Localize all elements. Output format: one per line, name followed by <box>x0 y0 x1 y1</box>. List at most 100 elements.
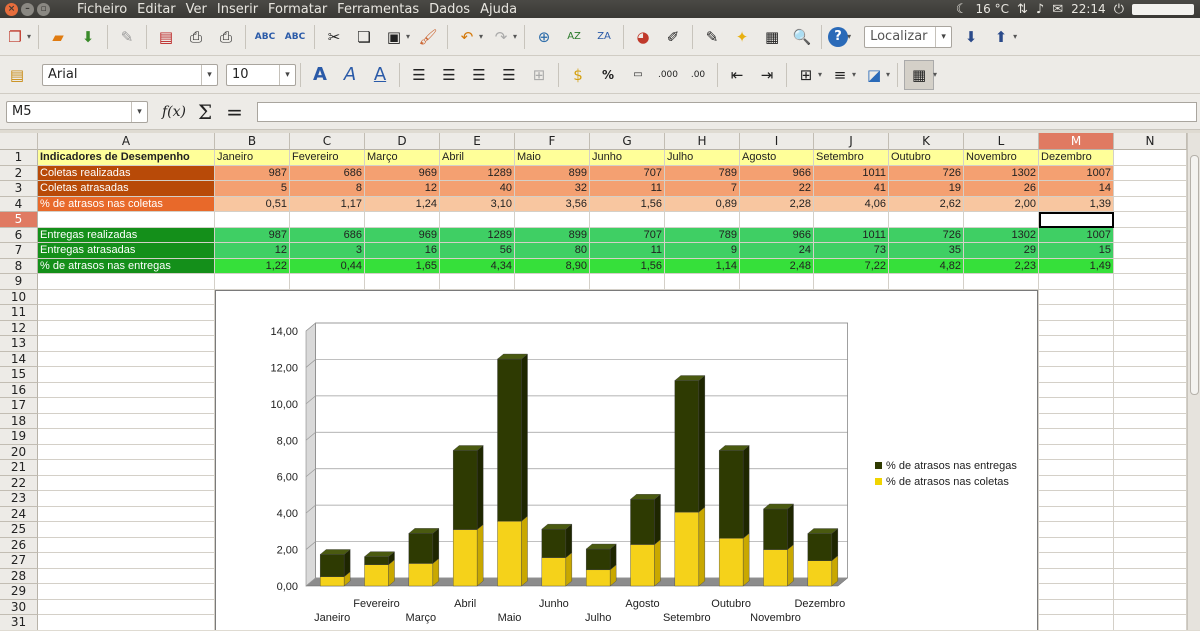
value-cell[interactable]: 969 <box>365 165 440 181</box>
month-header-cell[interactable]: Junho <box>590 150 665 166</box>
cell[interactable] <box>1114 351 1187 367</box>
cell[interactable] <box>38 615 215 630</box>
cell[interactable] <box>1039 537 1114 553</box>
cell[interactable] <box>1039 398 1114 414</box>
line-style-dropdown-icon[interactable]: ▾ <box>852 70 857 79</box>
row-header-8[interactable]: 8 <box>0 258 38 274</box>
row-header-1[interactable]: 1 <box>0 150 38 166</box>
row-header-23[interactable]: 23 <box>0 491 38 507</box>
copy-icon[interactable]: ❏ <box>357 27 371 46</box>
cell[interactable] <box>290 274 365 290</box>
value-cell[interactable]: 35 <box>889 243 964 259</box>
value-cell[interactable]: 12 <box>365 181 440 197</box>
decrease-indent-icon[interactable]: ⇤ <box>730 65 744 84</box>
month-header-cell[interactable]: Abril <box>440 150 515 166</box>
row-header-21[interactable]: 21 <box>0 460 38 476</box>
value-cell[interactable]: 1302 <box>964 227 1039 243</box>
column-header-b[interactable]: B <box>215 133 290 150</box>
background-color-dropdown-icon[interactable]: ▾ <box>886 70 891 79</box>
cell[interactable] <box>1039 413 1114 429</box>
sort-ascending-icon[interactable]: AZ <box>567 31 581 42</box>
value-cell[interactable]: 3 <box>290 243 365 259</box>
value-cell[interactable]: 707 <box>590 165 665 181</box>
column-header-a[interactable]: A <box>38 133 215 150</box>
cell[interactable] <box>440 274 515 290</box>
value-cell[interactable]: 987 <box>215 165 290 181</box>
zoom-icon[interactable]: 🔍 <box>792 27 812 46</box>
cell[interactable] <box>38 537 215 553</box>
font-size-combobox[interactable]: 10 ▾ <box>226 63 296 86</box>
cell[interactable] <box>1039 615 1114 630</box>
cell[interactable] <box>1039 568 1114 584</box>
name-box[interactable]: M5 ▾ <box>6 100 148 123</box>
cell[interactable] <box>964 212 1039 228</box>
paste-icon[interactable]: ▣ <box>386 27 402 46</box>
row-header-17[interactable]: 17 <box>0 398 38 414</box>
cell[interactable] <box>1039 475 1114 491</box>
cell[interactable] <box>889 212 964 228</box>
currency-format-icon[interactable]: $ <box>573 65 583 84</box>
column-header-l[interactable]: L <box>964 133 1039 150</box>
font-name-combobox[interactable]: Arial ▾ <box>42 63 218 86</box>
value-cell[interactable]: 1011 <box>814 165 889 181</box>
cell[interactable] <box>740 212 814 228</box>
value-cell[interactable]: 8 <box>290 181 365 197</box>
month-header-cell[interactable]: Dezembro <box>1039 150 1114 166</box>
print-icon[interactable]: ⎙ <box>190 27 203 46</box>
row-header-19[interactable]: 19 <box>0 429 38 445</box>
cell[interactable] <box>1114 429 1187 445</box>
add-decimal-icon[interactable]: .000 <box>657 69 679 80</box>
row-header-24[interactable]: 24 <box>0 506 38 522</box>
chart[interactable]: 0,00 2,00 4,00 6,00 8,00 10,00 12,00 14,00 Janei… <box>215 290 1038 630</box>
font-size-dropdown-icon[interactable]: ▾ <box>279 64 295 85</box>
value-cell[interactable]: 22 <box>740 181 814 197</box>
row-header-27[interactable]: 27 <box>0 553 38 569</box>
save-icon[interactable]: ⬇ <box>81 27 95 46</box>
cell[interactable] <box>1114 289 1187 305</box>
cell[interactable] <box>38 584 215 600</box>
paste-dropdown-icon[interactable]: ▾ <box>406 32 411 41</box>
value-cell[interactable]: 40 <box>440 181 515 197</box>
mail-icon[interactable]: ✉ <box>1052 1 1064 17</box>
delete-decimal-icon[interactable]: .00 <box>690 69 706 80</box>
align-center-icon[interactable]: ☰ <box>442 65 456 84</box>
cell[interactable] <box>1114 522 1187 538</box>
value-cell[interactable]: 3,56 <box>515 196 590 212</box>
cell[interactable] <box>365 212 440 228</box>
cell[interactable] <box>1039 522 1114 538</box>
select-all-corner[interactable] <box>0 133 38 150</box>
close-window-icon[interactable]: × <box>5 2 18 16</box>
cell[interactable] <box>1114 165 1187 181</box>
cell[interactable] <box>38 568 215 584</box>
row-header-11[interactable]: 11 <box>0 305 38 321</box>
cell[interactable] <box>1114 553 1187 569</box>
value-cell[interactable]: 966 <box>740 227 814 243</box>
function-icon[interactable]: = <box>226 99 243 124</box>
value-cell[interactable]: 80 <box>515 243 590 259</box>
row-header-18[interactable]: 18 <box>0 413 38 429</box>
menu-ver[interactable]: Ver <box>185 1 207 17</box>
value-cell[interactable]: 1007 <box>1039 165 1114 181</box>
value-cell[interactable]: 19 <box>889 181 964 197</box>
value-cell[interactable]: 0,89 <box>665 196 740 212</box>
undo-dropdown-icon[interactable]: ▾ <box>479 32 484 41</box>
font-name-dropdown-icon[interactable]: ▾ <box>201 64 217 85</box>
new-document-icon[interactable]: ❐ <box>8 27 22 46</box>
value-cell[interactable]: 686 <box>290 165 365 181</box>
month-header-cell[interactable]: Março <box>365 150 440 166</box>
menu-ficheiro[interactable]: Ficheiro <box>77 1 128 17</box>
styles-formatting-icon[interactable]: ▤ <box>9 65 25 84</box>
cell[interactable] <box>1114 460 1187 476</box>
find-toolbar-options-icon[interactable]: ▾ <box>1013 32 1018 41</box>
row-header-5[interactable]: 5 <box>0 212 38 228</box>
cell[interactable] <box>1039 553 1114 569</box>
cell[interactable] <box>38 444 215 460</box>
value-cell[interactable]: 15 <box>1039 243 1114 259</box>
cell[interactable] <box>1114 584 1187 600</box>
cell[interactable] <box>1114 615 1187 630</box>
cell[interactable] <box>38 398 215 414</box>
insert-chart-icon[interactable]: ◕ <box>636 27 650 46</box>
cell[interactable] <box>1114 336 1187 352</box>
cell[interactable] <box>38 336 215 352</box>
cut-icon[interactable]: ✂ <box>327 27 341 46</box>
